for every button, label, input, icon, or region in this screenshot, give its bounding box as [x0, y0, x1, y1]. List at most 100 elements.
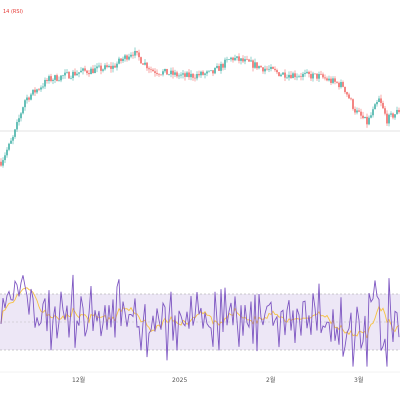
candle-body	[264, 68, 266, 72]
candle-body	[98, 65, 100, 67]
candle-body	[362, 115, 364, 119]
candle-body	[384, 108, 386, 114]
candle-body	[12, 136, 14, 141]
candle-body	[94, 68, 96, 74]
candle-body	[220, 63, 222, 71]
candle-body	[222, 63, 224, 68]
candle-body	[112, 65, 114, 69]
candle-body	[114, 65, 116, 68]
candle-body	[72, 71, 74, 79]
candle-body	[206, 71, 208, 74]
candle-body	[284, 72, 286, 78]
candle-body	[60, 75, 62, 81]
candle-body	[318, 74, 320, 79]
candle-body	[246, 59, 248, 60]
candle-body	[378, 98, 380, 103]
candle-body	[392, 113, 394, 118]
candle-body	[194, 77, 196, 79]
candle-body	[156, 72, 158, 74]
candle-body	[244, 59, 246, 62]
candle-body	[380, 98, 382, 103]
candle-body	[168, 74, 170, 75]
candle-body	[250, 60, 252, 62]
candle-body	[144, 62, 146, 65]
candle-body	[338, 82, 340, 88]
candle-body	[334, 78, 336, 82]
candle-body	[24, 100, 26, 108]
candle-body	[132, 54, 134, 56]
candle-body	[298, 76, 300, 77]
candle-body	[336, 81, 338, 83]
candle-body	[216, 65, 218, 68]
candle-body	[34, 89, 36, 93]
candle-body	[116, 63, 118, 68]
x-tick-label: 2025	[172, 377, 187, 384]
candle-body	[54, 75, 56, 80]
candle-body	[182, 73, 184, 75]
candle-body	[88, 73, 90, 75]
candle-body	[122, 58, 124, 61]
candle-body	[186, 72, 188, 77]
candle-body	[44, 79, 46, 87]
candle-body	[330, 78, 332, 83]
candle-body	[100, 65, 102, 71]
candle-body	[56, 75, 58, 81]
candle-body	[40, 87, 42, 90]
candle-body	[180, 74, 182, 76]
candle-body	[124, 55, 126, 59]
candle-body	[210, 70, 212, 71]
candle-body	[268, 68, 270, 70]
candle-body	[286, 77, 288, 79]
candle-body	[326, 78, 328, 81]
candle-body	[212, 70, 214, 74]
candle-body	[188, 72, 190, 78]
rsi-pane[interactable]	[0, 274, 400, 367]
candle-body	[36, 89, 38, 93]
candle-body	[354, 108, 356, 113]
candle-body	[258, 66, 260, 69]
candle-body	[202, 71, 204, 75]
candle-body	[4, 155, 6, 161]
candle-body	[148, 68, 150, 70]
candle-body	[110, 65, 112, 69]
candle-body	[352, 99, 354, 109]
candle-body	[162, 71, 164, 75]
candle-body	[328, 78, 330, 81]
price-pane[interactable]	[0, 47, 400, 168]
candle-body	[38, 89, 40, 91]
candle-body	[292, 73, 294, 79]
candle-body	[370, 115, 372, 118]
candle-body	[136, 50, 138, 53]
candle-body	[358, 110, 360, 112]
candle-body	[368, 117, 370, 125]
candle-body	[152, 69, 154, 72]
candle-body	[278, 72, 280, 77]
candle-body	[332, 78, 334, 83]
candle-body	[232, 57, 234, 61]
candle-body	[174, 72, 176, 75]
candle-body	[290, 74, 292, 79]
candle-body	[256, 62, 258, 69]
candle-body	[96, 66, 98, 69]
candle-body	[78, 72, 80, 74]
candle-body	[272, 66, 274, 69]
candle-body	[252, 60, 254, 68]
candle-body	[374, 104, 376, 110]
candle-body	[266, 68, 268, 70]
candle-body	[80, 70, 82, 73]
candle-body	[10, 140, 12, 144]
candle-body	[342, 82, 344, 87]
candle-body	[262, 67, 264, 72]
candle-body	[322, 74, 324, 78]
candle-body	[74, 71, 76, 76]
candle-body	[66, 72, 68, 73]
candle-body	[192, 73, 194, 78]
candle-body	[50, 76, 52, 81]
candle-body	[178, 75, 180, 77]
candle-body	[282, 72, 284, 75]
candle-body	[102, 69, 104, 71]
candle-body	[176, 72, 178, 77]
candle-body	[240, 58, 242, 61]
candle-body	[228, 59, 230, 60]
